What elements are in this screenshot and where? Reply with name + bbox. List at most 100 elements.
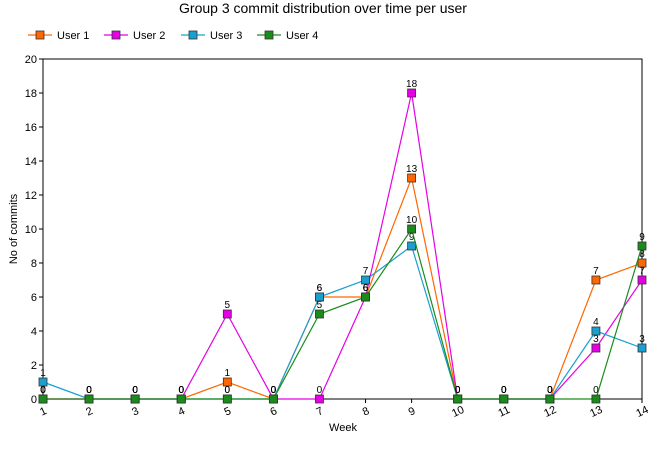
data-label: 18: [406, 79, 418, 90]
data-label: 6: [317, 283, 323, 294]
data-label: 0: [271, 385, 277, 396]
x-tick-label: 10: [450, 404, 466, 420]
data-label: 0: [547, 385, 553, 396]
x-tick-label: 8: [361, 405, 372, 418]
x-tick-label: 9: [407, 405, 418, 418]
series-3: 1 0 0 0 0 0 6 7 9 0 0 0 4 3: [38, 232, 647, 404]
legend-label: User 1: [57, 30, 89, 42]
legend-item: User 3: [181, 30, 242, 42]
data-point: [315, 394, 324, 404]
data-label: 0: [178, 385, 184, 396]
data-label: 9: [409, 232, 415, 243]
data-point: [222, 377, 232, 387]
data-point: [84, 394, 94, 404]
data-point: [222, 394, 232, 404]
data-label: 0: [501, 385, 507, 396]
data-label: 0: [225, 385, 231, 396]
data-label: 0: [225, 385, 231, 396]
y-tick-label: 12: [25, 190, 37, 202]
data-label: 6: [363, 283, 369, 294]
data-point: [361, 292, 370, 302]
data-label: 6: [363, 283, 369, 294]
data-point: [637, 275, 647, 285]
data-label: 4: [593, 317, 599, 328]
data-label: 7: [363, 266, 369, 277]
x-tick-label: 6: [268, 405, 279, 418]
data-label: 0: [132, 385, 138, 396]
y-tick-label: 20: [25, 54, 37, 66]
legend-label: User 3: [210, 30, 242, 42]
data-label: 0: [132, 385, 138, 396]
data-label: 0: [40, 385, 46, 396]
y-tick-label: 0: [31, 394, 37, 406]
data-label: 0: [271, 385, 277, 396]
data-label: 0: [593, 385, 599, 396]
data-label: 0: [501, 385, 507, 396]
data-point: [176, 394, 186, 404]
series-line: [43, 227, 643, 400]
legend-marker: [111, 30, 121, 40]
y-axis-label: No of commits: [8, 193, 20, 264]
data-label: 0: [317, 385, 323, 396]
data-label: 0: [547, 385, 553, 396]
x-tick-label: 1: [38, 405, 49, 418]
data-label: 0: [271, 385, 277, 396]
data-point: [38, 394, 48, 404]
series-line: [42, 245, 643, 400]
y-tick-label: 10: [25, 224, 37, 236]
data-point: [222, 309, 232, 319]
x-tick-label: 14: [634, 404, 650, 420]
data-label: 0: [86, 385, 92, 396]
data-label: 0: [501, 385, 507, 396]
data-point: [499, 394, 509, 404]
data-label: 0: [547, 385, 553, 396]
data-label: 0: [455, 385, 461, 396]
y-tick-label: 4: [31, 326, 37, 338]
data-point: [407, 224, 417, 234]
x-axis-label: Week: [329, 422, 357, 434]
data-label: 6: [317, 283, 323, 294]
data-label: 0: [178, 385, 184, 396]
y-tick-label: 18: [25, 88, 37, 100]
data-point: [407, 241, 417, 251]
legend-marker: [35, 30, 45, 40]
series-1: 0 0 0 0 10 6 6 1 3 0 0 0 7 8: [38, 164, 647, 404]
legend-marker: [188, 30, 198, 40]
data-point: [130, 394, 140, 404]
data-point: [591, 326, 601, 336]
data-label: 8: [639, 249, 645, 260]
data-point: [407, 88, 417, 98]
data-point: [407, 173, 417, 183]
data-label: 1: [40, 368, 46, 379]
x-tick-label: 4: [176, 405, 187, 418]
legend-item: User 1: [28, 30, 89, 42]
y-tick-label: 2: [31, 360, 37, 372]
data-label: 0: [40, 385, 46, 396]
data-label: 0: [132, 385, 138, 396]
data-label: 5: [317, 300, 323, 311]
x-tick-label: 7: [315, 405, 326, 418]
data-point: [637, 343, 647, 353]
legend-label: User 4: [286, 30, 318, 42]
data-point: [591, 343, 601, 353]
data-point: [591, 275, 601, 285]
data-point: [545, 394, 555, 404]
data-label: 5: [225, 300, 231, 311]
data-label: 9: [639, 232, 645, 243]
data-label: 0: [86, 385, 92, 396]
x-tick-label: 13: [588, 404, 604, 420]
x-tick-label: 12: [542, 404, 558, 420]
data-label: 10: [406, 215, 418, 226]
data-label: 0: [86, 385, 92, 396]
data-point: [453, 394, 463, 404]
y-tick-label: 6: [31, 292, 37, 304]
data-label: 3: [593, 334, 599, 345]
data-point: [591, 394, 601, 404]
data-label: 7: [639, 266, 645, 277]
legend: User 1 User 2 User 3 User 4: [28, 30, 318, 42]
data-point: [637, 258, 647, 268]
data-label: 6: [363, 283, 369, 294]
